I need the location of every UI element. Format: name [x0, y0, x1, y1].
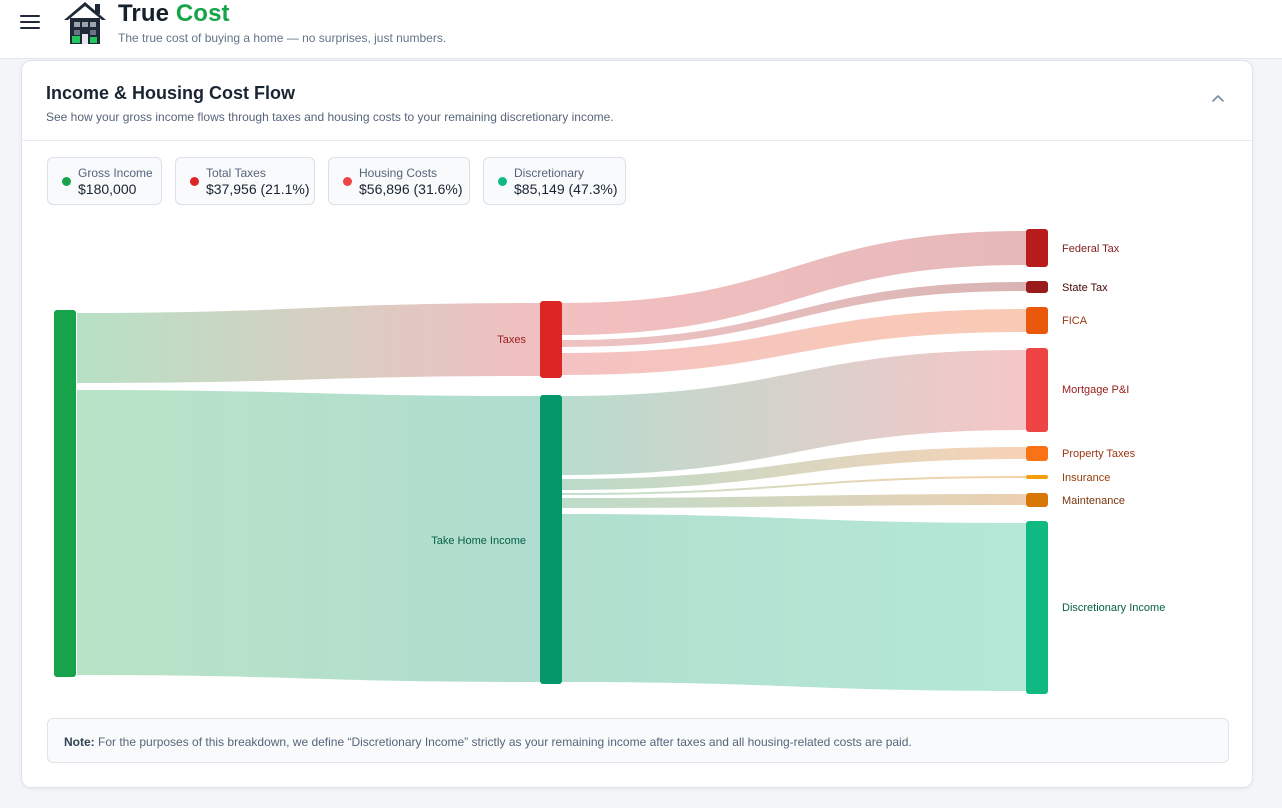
stat-housing-costs: Housing Costs $56,896 (31.6%) — [328, 157, 470, 205]
hamburger-menu-icon[interactable] — [20, 12, 42, 34]
card-header[interactable]: Income & Housing Cost Flow See how your … — [22, 61, 1252, 141]
top-header: True Cost The true cost of buying a home… — [0, 0, 1282, 59]
node-mortgage — [1026, 348, 1048, 432]
note-label: Note: — [64, 735, 95, 749]
stat-dot — [498, 177, 507, 186]
node-federal-tax — [1026, 229, 1048, 267]
cost-flow-card: Income & Housing Cost Flow See how your … — [21, 60, 1253, 788]
stat-total-taxes: Total Taxes $37,956 (21.1%) — [175, 157, 315, 205]
stat-label: Discretionary — [514, 166, 585, 180]
node-gross-income — [54, 310, 76, 677]
chevron-up-icon[interactable] — [1210, 91, 1226, 107]
node-state-tax — [1026, 281, 1048, 293]
house-logo-icon — [64, 2, 106, 44]
stat-value: $180,000 — [78, 181, 137, 197]
stat-dot — [190, 177, 199, 186]
node-fica — [1026, 307, 1048, 334]
stat-dot — [343, 177, 352, 186]
note-box: Note: For the purposes of this breakdown… — [47, 718, 1229, 763]
note-text: Note: For the purposes of this breakdown… — [64, 735, 912, 749]
node-property-taxes — [1026, 446, 1048, 461]
stat-label: Total Taxes — [206, 166, 266, 180]
card-subtitle: See how your gross income flows through … — [46, 110, 614, 124]
stat-value: $56,896 (31.6%) — [359, 181, 463, 197]
stat-discretionary: Discretionary $85,149 (47.3%) — [483, 157, 626, 205]
node-taxes — [540, 301, 562, 378]
stat-dot — [62, 177, 71, 186]
brand-word-cost: Cost — [175, 0, 230, 27]
stat-value: $37,956 (21.1%) — [206, 181, 310, 197]
card-title: Income & Housing Cost Flow — [46, 83, 296, 103]
stat-label: Gross Income — [78, 166, 153, 180]
node-maintenance — [1026, 493, 1048, 507]
note-body: For the purposes of this breakdown, we d… — [94, 735, 912, 749]
tagline: The true cost of buying a home — no surp… — [118, 31, 447, 45]
node-insurance — [1026, 475, 1048, 479]
stat-label: Housing Costs — [359, 166, 438, 180]
node-discretionary-income — [1026, 521, 1048, 694]
brand-name[interactable]: True Cost — [118, 1, 230, 27]
node-take-home-income — [540, 395, 562, 684]
stat-value: $85,149 (47.3%) — [514, 181, 618, 197]
brand-word-true: True — [118, 0, 170, 27]
stat-gross-income: Gross Income $180,000 — [47, 157, 162, 205]
